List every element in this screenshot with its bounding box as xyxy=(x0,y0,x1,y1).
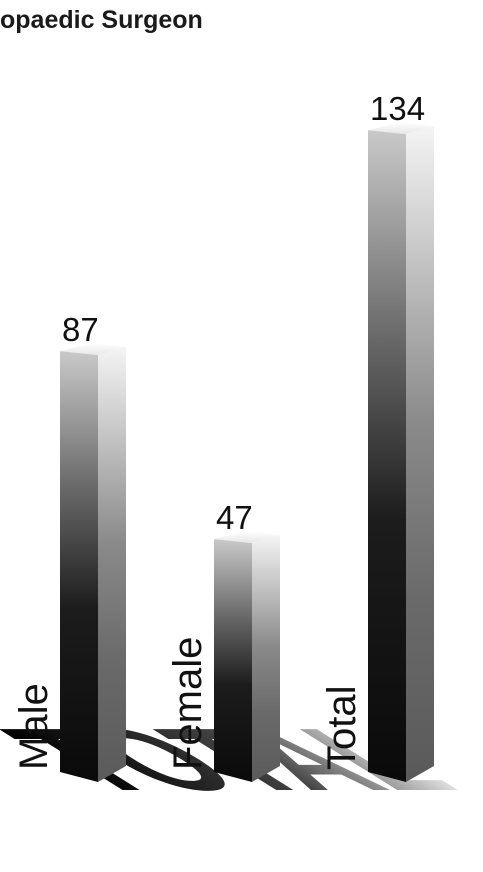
bar-total xyxy=(368,122,434,782)
data-label-male: 87 xyxy=(62,311,99,348)
bar-left-face xyxy=(214,539,252,782)
bar-male xyxy=(60,343,126,782)
bar-left-face xyxy=(60,351,98,782)
category-label-female: Female xyxy=(166,637,210,770)
bar-right-face xyxy=(406,126,434,782)
bar-female xyxy=(214,531,280,782)
chart-title: opaedic Surgeon xyxy=(0,6,203,34)
bar-top-face xyxy=(214,531,280,544)
bar-top-face xyxy=(368,122,434,135)
category-label-male: Male xyxy=(12,683,56,770)
data-label-total: 134 xyxy=(370,90,425,127)
bar-right-face xyxy=(252,535,280,782)
bar-right-face xyxy=(98,347,126,782)
bar-left-face xyxy=(368,130,406,782)
bar-top-face xyxy=(60,343,126,356)
data-label-female: 47 xyxy=(216,499,253,536)
category-label-total: Total xyxy=(320,686,364,771)
bars xyxy=(60,122,434,782)
labels: 87 Male 47 Female 134 Total xyxy=(12,90,425,770)
